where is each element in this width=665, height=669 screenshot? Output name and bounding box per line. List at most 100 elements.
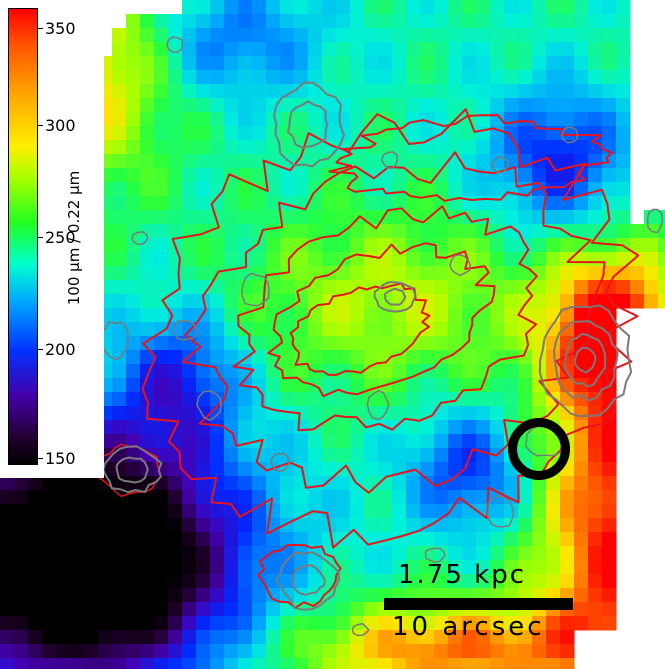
red-contour (267, 242, 496, 398)
map-pixel (364, 56, 379, 71)
gray-contour (574, 346, 597, 374)
map-pixel (546, 490, 561, 505)
map-pixel (448, 322, 463, 337)
map-pixel (294, 420, 309, 435)
map-pixel (112, 462, 127, 477)
map-pixel (420, 658, 435, 669)
colorbar-tick-label: 250 (45, 228, 76, 247)
map-pixel (658, 238, 665, 253)
map-pixel (546, 196, 561, 211)
map-pixel (308, 0, 323, 15)
map-pixel (406, 266, 421, 281)
map-pixel (56, 546, 71, 561)
map-pixel (434, 406, 449, 421)
map-pixel (294, 210, 309, 225)
map-pixel (350, 70, 365, 85)
map-pixel (546, 168, 561, 183)
map-pixel (70, 490, 85, 505)
map-pixel (462, 84, 477, 99)
map-pixel (196, 546, 211, 561)
map-pixel (112, 630, 127, 645)
map-pixel (462, 434, 477, 449)
map-pixel (84, 588, 99, 603)
map-pixel (210, 252, 225, 267)
map-pixel (448, 140, 463, 155)
map-pixel (448, 658, 463, 669)
map-pixel (252, 28, 267, 43)
map-pixel (602, 322, 617, 337)
map-pixel (168, 588, 183, 603)
map-pixel (560, 616, 575, 631)
map-pixel (126, 28, 141, 43)
map-pixel (280, 420, 295, 435)
map-pixel (476, 224, 491, 239)
map-pixel (490, 406, 505, 421)
map-pixel (588, 42, 603, 57)
map-pixel (630, 266, 645, 281)
map-pixel (434, 154, 449, 169)
map-pixel (168, 154, 183, 169)
map-pixel (406, 196, 421, 211)
map-pixel (266, 448, 281, 463)
map-pixel (322, 84, 337, 99)
map-pixel (252, 588, 267, 603)
map-pixel (420, 280, 435, 295)
map-pixel (392, 168, 407, 183)
map-pixel (364, 70, 379, 85)
map-pixel (182, 392, 197, 407)
map-pixel (420, 574, 435, 589)
map-pixel (140, 224, 155, 239)
map-pixel (322, 602, 337, 617)
map-pixel (14, 658, 29, 669)
map-pixel (434, 616, 449, 631)
map-pixel (448, 126, 463, 141)
map-pixel (224, 0, 239, 15)
map-pixel (196, 420, 211, 435)
map-pixel (532, 392, 547, 407)
map-pixel (56, 588, 71, 603)
map-pixel (406, 252, 421, 267)
map-pixel (476, 532, 491, 547)
map-pixel (420, 238, 435, 253)
map-pixel (462, 42, 477, 57)
map-pixel (182, 574, 197, 589)
map-pixel (336, 238, 351, 253)
map-pixel (546, 574, 561, 589)
map-pixel (294, 126, 309, 141)
map-pixel (224, 448, 239, 463)
map-pixel (406, 224, 421, 239)
map-pixel (70, 518, 85, 533)
map-pixel (280, 630, 295, 645)
map-pixel (238, 658, 253, 669)
map-pixel (196, 518, 211, 533)
map-pixel (154, 602, 169, 617)
map-pixel (462, 560, 477, 575)
map-pixel (504, 0, 519, 15)
map-pixel (336, 546, 351, 561)
map-pixel (224, 574, 239, 589)
map-pixel (210, 588, 225, 603)
map-pixel (126, 602, 141, 617)
map-pixel (490, 420, 505, 435)
map-pixel (238, 546, 253, 561)
map-pixel (448, 168, 463, 183)
map-pixel (364, 154, 379, 169)
map-pixel (616, 140, 631, 155)
map-pixel (532, 196, 547, 211)
map-pixel (490, 56, 505, 71)
map-pixel (434, 280, 449, 295)
map-pixel (266, 56, 281, 71)
map-pixel (350, 224, 365, 239)
map-pixel (126, 546, 141, 561)
map-pixel (602, 238, 617, 253)
map-pixel (196, 630, 211, 645)
map-pixel (210, 350, 225, 365)
map-pixel (448, 336, 463, 351)
map-pixel (518, 322, 533, 337)
map-pixel (196, 574, 211, 589)
map-pixel (490, 336, 505, 351)
map-pixel (252, 196, 267, 211)
map-pixel (588, 28, 603, 43)
map-pixel (196, 14, 211, 29)
